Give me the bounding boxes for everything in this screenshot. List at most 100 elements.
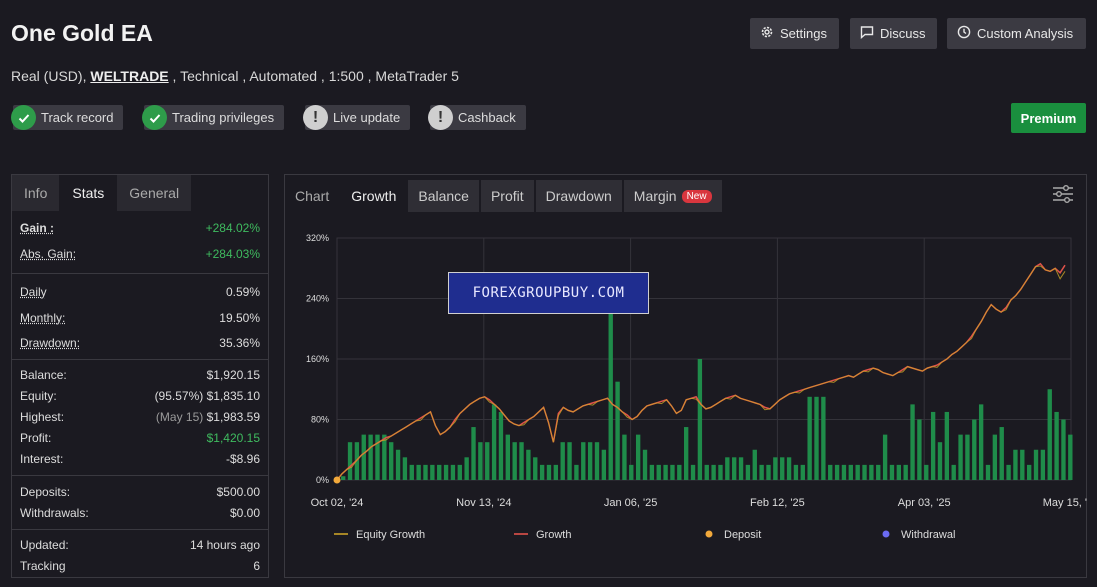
volume-bar (443, 464, 449, 480)
volume-bar (917, 419, 922, 480)
tab-balance[interactable]: Balance (408, 180, 479, 212)
premium-button[interactable]: Premium (1011, 103, 1086, 133)
tab-margin[interactable]: Margin New (623, 180, 722, 212)
volume-bar (1026, 464, 1032, 480)
volume-bar (882, 434, 888, 480)
volume-bar (951, 464, 956, 480)
volume-bar (725, 457, 730, 480)
trading-privileges-label: Trading privileges (172, 110, 275, 125)
volume-bar (1047, 389, 1052, 480)
margin-label: Margin (633, 188, 677, 204)
clock-icon (957, 25, 971, 42)
volume-bar (683, 427, 689, 480)
check-icon (142, 105, 167, 130)
custom-analysis-button[interactable]: Custom Analysis (947, 18, 1086, 49)
tab-stats[interactable]: Stats (60, 175, 118, 211)
volume-bar (505, 434, 510, 480)
volume-bar (382, 434, 387, 480)
volume-bar (711, 464, 716, 480)
cashback-badge[interactable]: ! Cashback (428, 105, 526, 130)
volume-bar (862, 464, 867, 480)
withdrawals-value: $0.00 (229, 506, 260, 520)
volume-bar (910, 404, 915, 480)
tab-profit[interactable]: Profit (480, 180, 534, 212)
volume-bar (800, 464, 805, 480)
equity-percent: (95.57%) (154, 389, 204, 403)
volume-bar (347, 442, 353, 480)
volume-bar (1040, 449, 1046, 480)
volume-bar (622, 434, 627, 480)
drawdown-label[interactable]: Drawdown: (20, 336, 81, 350)
discuss-button[interactable]: Discuss (850, 18, 937, 49)
stat-withdrawals: Withdrawals: $0.00 (20, 506, 260, 524)
volume-bar (841, 464, 847, 480)
trading-privileges-badge[interactable]: Trading privileges (142, 105, 285, 130)
stat-deposits: Deposits: $500.00 (20, 485, 260, 503)
volume-bar (498, 411, 504, 480)
track-record-badge[interactable]: Track record (11, 105, 124, 130)
tab-growth[interactable]: Growth (341, 180, 407, 212)
volume-bar (409, 464, 414, 480)
broker-link[interactable]: WELTRADE (90, 68, 169, 84)
x-tick-label: Nov 13, '24 (456, 497, 511, 509)
monthly-label[interactable]: Monthly: (20, 311, 66, 325)
legend-swatch (882, 530, 890, 538)
settings-button[interactable]: Settings (750, 18, 839, 49)
daily-label[interactable]: Daily (20, 285, 47, 299)
x-tick-label: Oct 02, '24 (311, 497, 364, 509)
volume-bar (361, 434, 366, 480)
volume-bar (485, 442, 490, 480)
volume-bar (416, 464, 421, 480)
stats-panel: Info Stats General Gain : +284.02% Abs. G… (11, 174, 269, 578)
volume-bar (539, 464, 545, 480)
volume-bar (869, 464, 874, 480)
x-tick-label: Feb 12, '25 (750, 497, 805, 509)
volume-bar (389, 442, 394, 480)
volume-bar (1033, 449, 1039, 480)
volume-bar (1061, 419, 1066, 480)
live-update-badge[interactable]: ! Live update (303, 105, 411, 130)
monthly-value: 19.50% (219, 311, 260, 325)
volume-bar (1068, 434, 1073, 480)
volume-bar (629, 464, 634, 480)
volume-bar (512, 442, 517, 480)
volume-bar (670, 464, 675, 480)
volume-bar (656, 464, 661, 480)
volume-bar (450, 464, 456, 480)
track-record-label: Track record (41, 110, 114, 125)
volume-bar (999, 427, 1004, 480)
volume-bar (992, 434, 998, 480)
volume-bar (889, 464, 895, 480)
check-icon (11, 105, 36, 130)
volume-bar (635, 434, 641, 480)
volume-bar (766, 464, 771, 480)
watermark-banner: FOREXGROUPBUY.COM (448, 272, 649, 314)
interest-value: -$8.96 (225, 452, 260, 466)
volume-bar (581, 442, 586, 480)
volume-bar (519, 442, 524, 480)
volume-bar (759, 464, 764, 480)
updated-label: Updated: (20, 538, 69, 552)
volume-bar (718, 464, 723, 480)
profit-label: Profit: (20, 431, 52, 445)
daily-value: 0.59% (225, 285, 260, 299)
stats-tabs: Info Stats General (12, 175, 193, 211)
tab-drawdown[interactable]: Drawdown (535, 180, 622, 212)
volume-bar (793, 464, 799, 480)
tab-info[interactable]: Info (12, 175, 61, 211)
tab-chart[interactable]: Chart (295, 188, 330, 204)
stat-interest: Interest: -$8.96 (20, 452, 260, 470)
volume-bar (663, 464, 668, 480)
volume-bar (1006, 464, 1011, 480)
volume-bar (1054, 411, 1059, 480)
filter-sliders-icon[interactable] (1052, 184, 1074, 209)
volume-bar (958, 434, 963, 480)
drawdown-value: 35.36% (219, 336, 260, 350)
growth-chart: 320% 240% 160% 80% 0% Oct 02, '24 Nov 13, '24 J… (306, 233, 1087, 541)
interest-label: Interest: (20, 452, 64, 466)
abs-gain-label[interactable]: Abs. Gain: (20, 247, 77, 261)
equity-label: Equity: (20, 389, 57, 403)
gain-label[interactable]: Gain : (20, 221, 55, 235)
new-badge: New (681, 189, 712, 203)
tab-general[interactable]: General (117, 175, 193, 211)
